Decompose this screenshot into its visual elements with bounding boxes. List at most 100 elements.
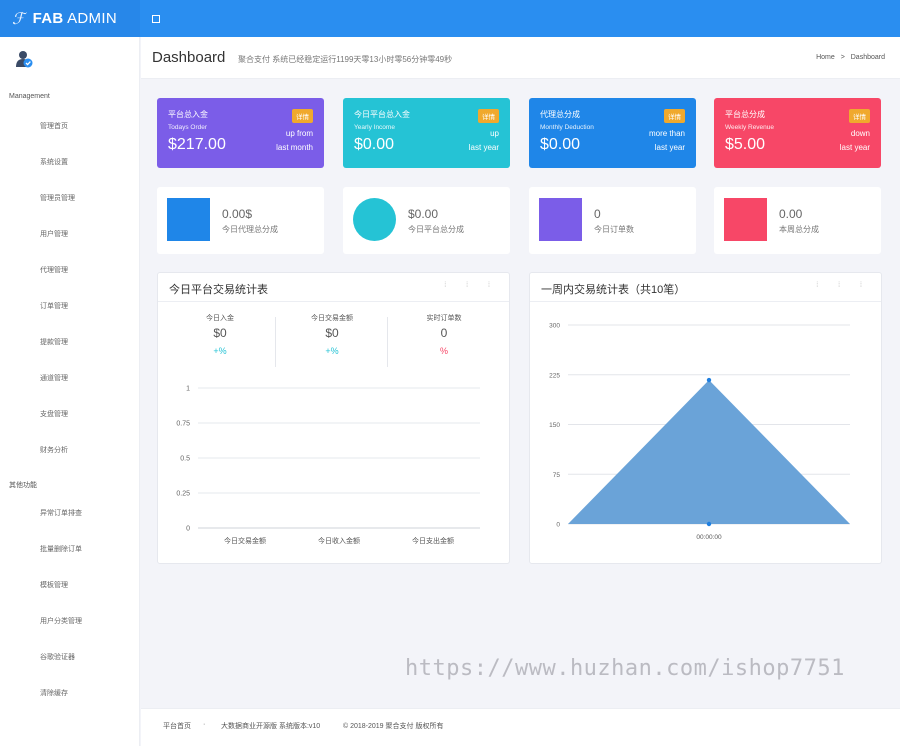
mini-stat-label: 今日订单数 bbox=[594, 225, 634, 234]
summary-column: 今日入金 $0 +% bbox=[164, 313, 276, 356]
breadcrumb-separator: > bbox=[840, 54, 845, 61]
y-tick-label: 75 bbox=[553, 472, 561, 479]
stat-trend: up bbox=[490, 129, 499, 138]
mini-stat-value: 0.00$ bbox=[222, 207, 253, 221]
sidebar-item[interactable]: 批量删除订单 bbox=[40, 546, 82, 553]
brand-title: FAB ADMIN bbox=[32, 10, 117, 27]
stat-title: 代理总分成 bbox=[540, 110, 580, 119]
stat-card: 平台总分成 Weekly Revenue $5.00 详情 down last year bbox=[714, 98, 881, 168]
bar-chart-today: 0 0.25 0.5 0.75 1 今日交易金额 今日收入金额 今日支出金额 bbox=[176, 386, 480, 545]
panel-title: 今日平台交易统计表 bbox=[169, 284, 268, 296]
stat-subtitle: Todays Order bbox=[168, 124, 208, 131]
sidebar-item[interactable]: 管理首页 bbox=[40, 123, 68, 130]
y-tick-label: 0 bbox=[186, 526, 190, 533]
mini-stat-label: 今日平台总分成 bbox=[408, 225, 464, 234]
stat-card: 今日平台总入金 Yearly Income $0.00 详情 up last year bbox=[343, 98, 510, 168]
sidebar-item[interactable]: 提款管理 bbox=[40, 339, 68, 346]
sidebar-item[interactable]: 支盘管理 bbox=[40, 411, 68, 418]
stat-title: 平台总入金 bbox=[168, 110, 208, 119]
y-tick-label: 0 bbox=[556, 522, 560, 529]
stat-trend: more than bbox=[648, 129, 685, 138]
divider bbox=[387, 317, 388, 367]
panel-title: 一周内交易统计表（共10笔） bbox=[541, 284, 686, 296]
sidebar-toggle-icon[interactable] bbox=[152, 14, 160, 23]
panel-tools-icon[interactable]: ⁞ ⁞ ⁞ bbox=[816, 282, 871, 289]
x-tick-label: 今日交易金额 bbox=[224, 536, 266, 545]
mini-stat-value: 0.00 bbox=[779, 207, 803, 221]
sidebar-item[interactable]: 谷歌验证器 bbox=[40, 654, 75, 661]
summary-percent: % bbox=[439, 346, 448, 356]
footer-home-link[interactable]: 平台首页 bbox=[163, 723, 191, 730]
stat-value: $5.00 bbox=[725, 136, 766, 153]
watermark-text: https://www.huzhan.com/ishop7751 bbox=[405, 656, 845, 681]
summary-value: 0 bbox=[440, 326, 448, 340]
data-point bbox=[706, 377, 712, 383]
mini-stat-card: 0.00 本周总分成 bbox=[714, 187, 881, 254]
breadcrumb-home[interactable]: Home bbox=[816, 54, 835, 61]
summary-label: 实时订单数 bbox=[426, 315, 462, 322]
footer: 平台首页 · 大数据商业开源版 系统版本:v10 © 2018-2019 聚合支… bbox=[141, 708, 900, 746]
square-icon bbox=[724, 198, 767, 241]
sidebar-item[interactable]: 管理员管理 bbox=[40, 195, 75, 202]
summary-value: $0 bbox=[325, 326, 339, 340]
y-tick-label: 300 bbox=[549, 323, 560, 330]
summary-column: 实时订单数 0% bbox=[388, 313, 500, 356]
details-button[interactable]: 详情 bbox=[664, 109, 685, 123]
y-tick-label: 0.25 bbox=[176, 491, 190, 498]
y-tick-label: 0.75 bbox=[176, 421, 190, 428]
mini-stat-card: 0 今日订单数 bbox=[529, 187, 696, 254]
footer-copyright: © 2018-2019 聚合支付 版权所有 bbox=[343, 723, 444, 730]
sidebar-item[interactable]: 清除缓存 bbox=[40, 690, 68, 697]
breadcrumb-current: Dashboard bbox=[850, 54, 885, 61]
page-header: Dashboard 聚合支付 系统已经稳定运行1199天零13小时零56分钟零4… bbox=[141, 37, 900, 79]
uptime-text: 聚合支付 系统已经稳定运行1199天零13小时零56分钟零49秒 bbox=[238, 55, 453, 64]
summary-value: $0 bbox=[213, 326, 227, 340]
panel-tools-icon[interactable]: ⁞ ⁞ ⁞ bbox=[444, 282, 499, 289]
stat-subtitle: Monthly Deduction bbox=[540, 124, 594, 131]
brand-logo[interactable]: ℱ FAB ADMIN bbox=[0, 0, 140, 37]
axis-marker bbox=[706, 521, 712, 527]
y-tick-label: 225 bbox=[549, 372, 560, 379]
circle-icon bbox=[353, 198, 396, 241]
sidebar-item[interactable]: 模板管理 bbox=[40, 582, 68, 589]
stat-subtitle: Yearly Income bbox=[354, 124, 395, 131]
panel-header: 一周内交易统计表（共10笔） ⁞ ⁞ ⁞ bbox=[530, 273, 881, 302]
details-button[interactable]: 详情 bbox=[478, 109, 499, 123]
sidebar-section-other: 其他功能 bbox=[9, 482, 37, 489]
stat-trend: up from bbox=[285, 129, 313, 138]
summary-percent: +% bbox=[213, 346, 227, 356]
sidebar-item[interactable]: 通道管理 bbox=[40, 375, 68, 382]
stat-trend-period: last year bbox=[468, 143, 499, 152]
stat-trend: down bbox=[850, 129, 870, 138]
panel-header: 今日平台交易统计表 ⁞ ⁞ ⁞ bbox=[158, 273, 509, 302]
sidebar-section-management: Management bbox=[9, 93, 50, 100]
sidebar-item[interactable]: 用户分类管理 bbox=[40, 618, 82, 625]
stat-trend-period: last year bbox=[839, 143, 870, 152]
stat-value: $217.00 bbox=[168, 136, 226, 153]
sidebar-item[interactable]: 财务分析 bbox=[40, 447, 68, 454]
breadcrumb: Home > Dashboard bbox=[816, 54, 885, 61]
stat-card: 代理总分成 Monthly Deduction $0.00 详情 more than la… bbox=[529, 98, 696, 168]
summary-label: 今日交易金额 bbox=[311, 315, 353, 322]
area-series bbox=[568, 380, 850, 524]
mini-stat-value: 0 bbox=[594, 207, 601, 221]
summary-label: 今日入金 bbox=[206, 315, 234, 322]
top-bar: ℱ FAB ADMIN bbox=[0, 0, 900, 37]
sidebar-item[interactable]: 订单管理 bbox=[40, 303, 68, 310]
footer-dot: · bbox=[203, 721, 206, 728]
stat-value: $0.00 bbox=[540, 136, 581, 153]
sidebar-item[interactable]: 代理管理 bbox=[40, 267, 68, 274]
square-icon bbox=[539, 198, 582, 241]
sidebar-item[interactable]: 系统设置 bbox=[40, 159, 68, 166]
y-tick-label: 150 bbox=[549, 422, 560, 429]
sidebar-item[interactable]: 异常订单排查 bbox=[40, 510, 82, 517]
user-avatar-icon[interactable] bbox=[14, 49, 34, 69]
details-button[interactable]: 详情 bbox=[292, 109, 313, 123]
summary-percent: +% bbox=[325, 346, 339, 356]
area-chart-week: 0 75 150 225 300 00:00:00 bbox=[549, 323, 850, 541]
stat-trend-period: last month bbox=[276, 143, 313, 152]
footer-version: 大数据商业开源版 系统版本:v10 bbox=[221, 723, 321, 730]
sidebar-item[interactable]: 用户管理 bbox=[40, 231, 68, 238]
details-button[interactable]: 详情 bbox=[849, 109, 870, 123]
mini-stat-label: 今日代理总分成 bbox=[222, 225, 278, 234]
